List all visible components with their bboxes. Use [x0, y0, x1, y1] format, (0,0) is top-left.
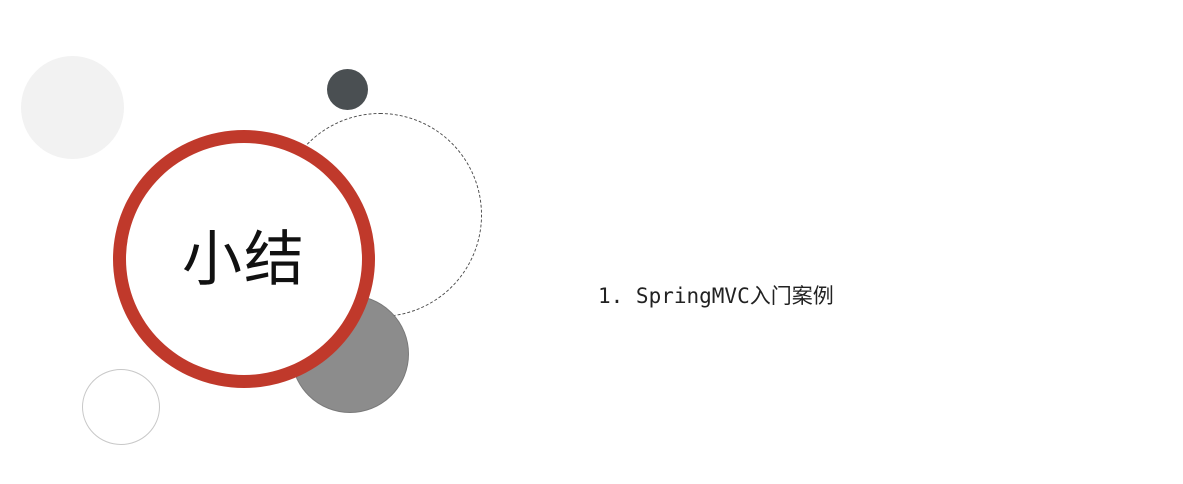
decorative-outline-circle — [82, 369, 160, 445]
decorative-dark-circle — [327, 69, 368, 110]
title-ring: 小结 — [113, 130, 375, 388]
summary-list: 1. SpringMVC入门案例 — [598, 280, 834, 312]
slide-title: 小结 — [182, 225, 306, 295]
list-item: 1. SpringMVC入门案例 — [598, 284, 834, 308]
decorative-light-circle — [21, 56, 124, 159]
